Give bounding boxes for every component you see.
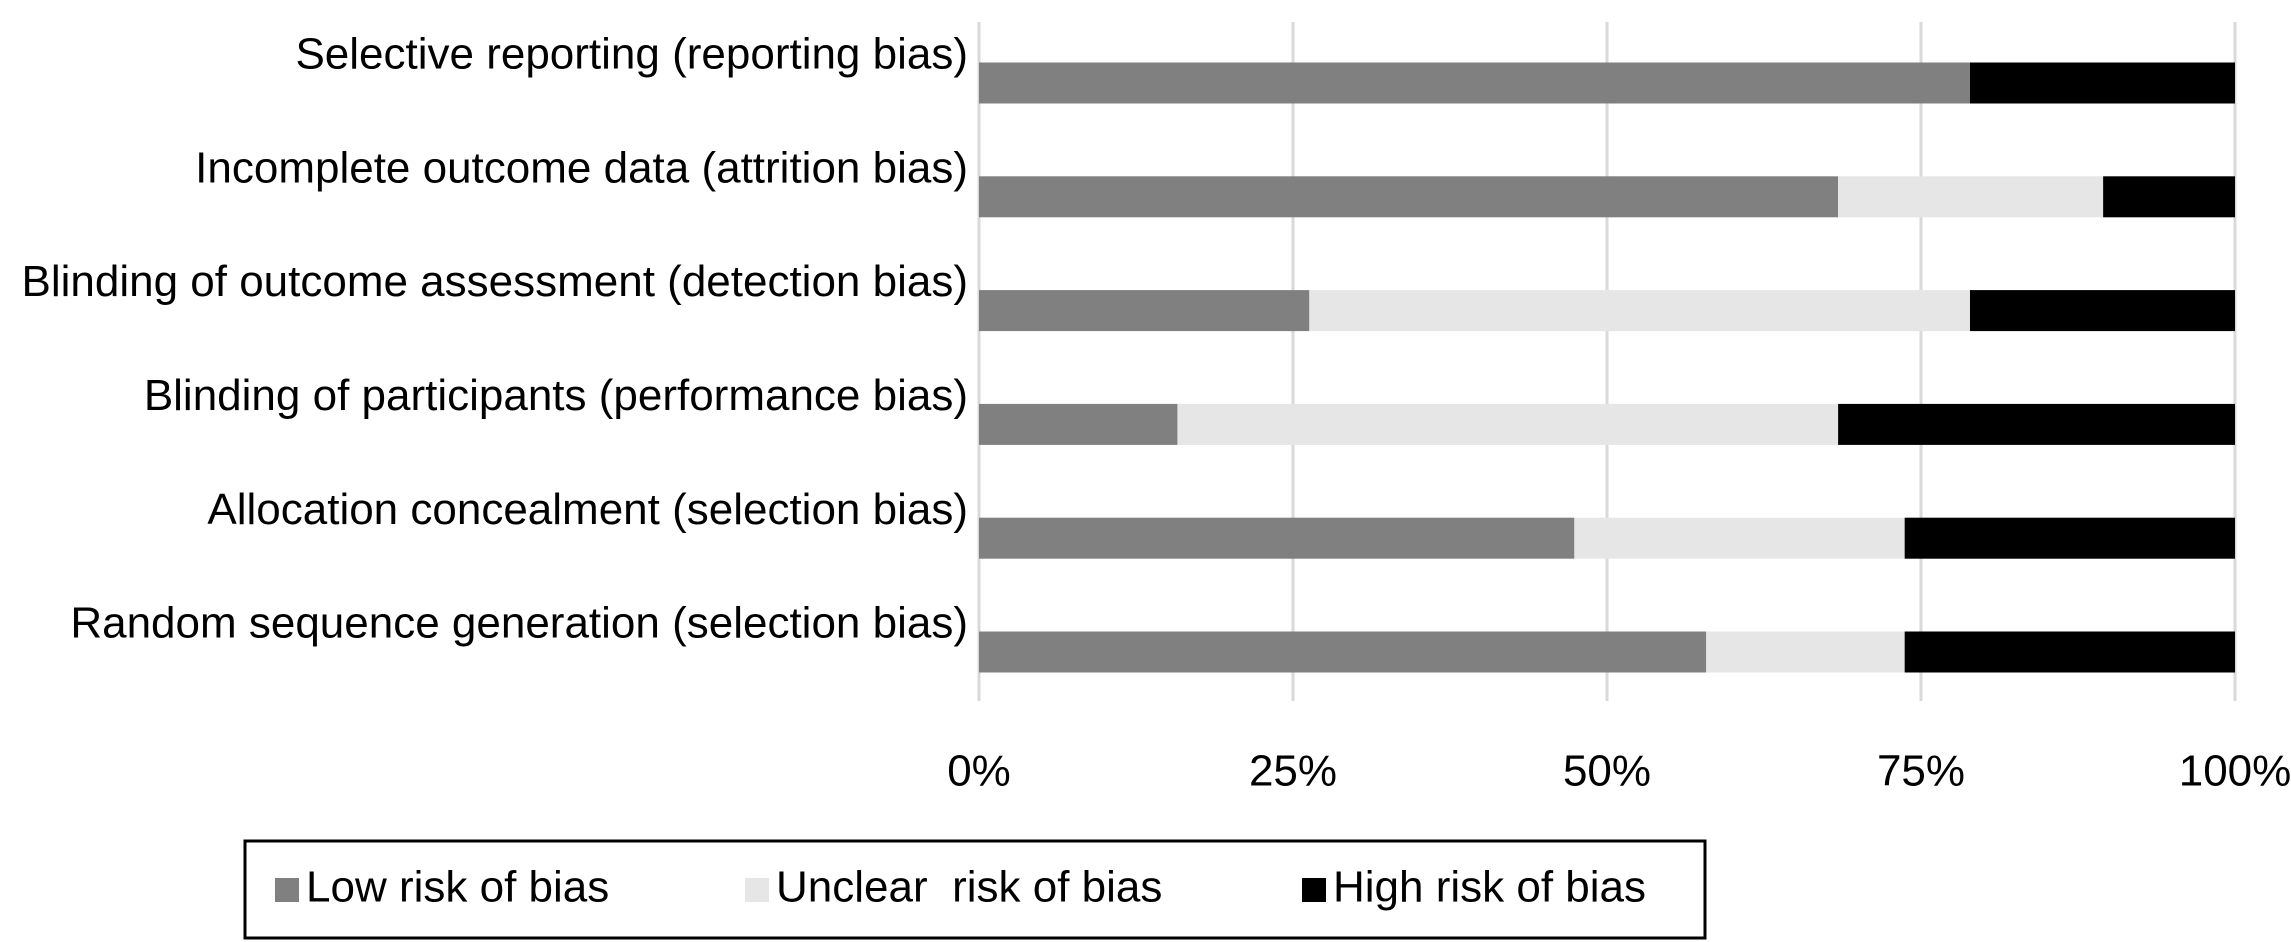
- bar-segment: [1177, 403, 1839, 445]
- bar-segment: [2103, 176, 2235, 218]
- bar-segment: [979, 517, 1575, 559]
- bar-segment: [979, 176, 1839, 218]
- legend-swatch: [1302, 878, 1326, 902]
- bar-segment: [1838, 403, 2235, 445]
- y-tick-label: Blinding of participants (performance bi…: [144, 371, 968, 420]
- y-tick-label: Selective reporting (reporting bias): [295, 30, 968, 79]
- y-tick-label: Blinding of outcome assessment (detectio…: [22, 257, 969, 306]
- legend-label: High risk of bias: [1333, 863, 1646, 912]
- bar-segment: [1969, 62, 2235, 104]
- bar-segment: [1706, 631, 1905, 673]
- bar-segment: [979, 403, 1178, 445]
- legend-swatch: [745, 878, 769, 902]
- legend-swatch: [275, 878, 299, 902]
- bar-segment: [1574, 517, 1905, 559]
- bar-segment: [979, 62, 1970, 104]
- y-tick-label: Random sequence generation (selection bi…: [70, 599, 968, 648]
- x-tick-label: 75%: [1877, 747, 1965, 796]
- x-tick-label: 25%: [1249, 747, 1337, 796]
- x-tick-label: 100%: [2179, 747, 2291, 796]
- legend-label: Unclear risk of bias: [776, 863, 1162, 912]
- x-tick-label: 50%: [1563, 747, 1651, 796]
- bar-segment: [1904, 631, 2235, 673]
- bar-segment: [979, 290, 1310, 332]
- y-tick-label: Allocation concealment (selection bias): [207, 485, 968, 534]
- bar-segment: [1904, 517, 2235, 559]
- legend-box: [243, 839, 1707, 940]
- bar-segment: [1969, 290, 2235, 332]
- bar-segment: [1309, 290, 1970, 332]
- legend-label: Low risk of bias: [306, 863, 609, 912]
- bar-segment: [1838, 176, 2104, 218]
- x-tick-label: 0%: [947, 747, 1011, 796]
- bar-segment: [979, 631, 1707, 673]
- y-tick-label: Incomplete outcome data (attrition bias): [195, 143, 968, 192]
